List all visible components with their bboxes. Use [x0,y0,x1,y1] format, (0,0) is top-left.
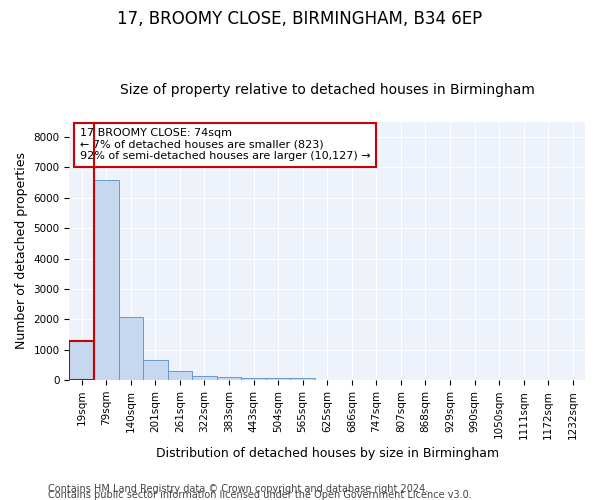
Bar [192,376,217,380]
Bar [94,180,119,380]
Bar [167,371,192,380]
Bar [119,317,143,380]
Bar [241,378,266,380]
Text: 17 BROOMY CLOSE: 74sqm
← 7% of detached houses are smaller (823)
92% of semi-det: 17 BROOMY CLOSE: 74sqm ← 7% of detached … [80,128,370,162]
Title: Size of property relative to detached houses in Birmingham: Size of property relative to detached ho… [120,83,535,97]
Bar [217,376,241,380]
Bar [266,378,290,380]
Bar [290,378,315,380]
Text: Contains public sector information licensed under the Open Government Licence v3: Contains public sector information licen… [48,490,472,500]
Text: Contains HM Land Registry data © Crown copyright and database right 2024.: Contains HM Land Registry data © Crown c… [48,484,428,494]
Text: 17, BROOMY CLOSE, BIRMINGHAM, B34 6EP: 17, BROOMY CLOSE, BIRMINGHAM, B34 6EP [118,10,482,28]
Y-axis label: Number of detached properties: Number of detached properties [15,152,28,350]
Bar [143,360,167,380]
Bar [70,340,94,380]
X-axis label: Distribution of detached houses by size in Birmingham: Distribution of detached houses by size … [155,447,499,460]
